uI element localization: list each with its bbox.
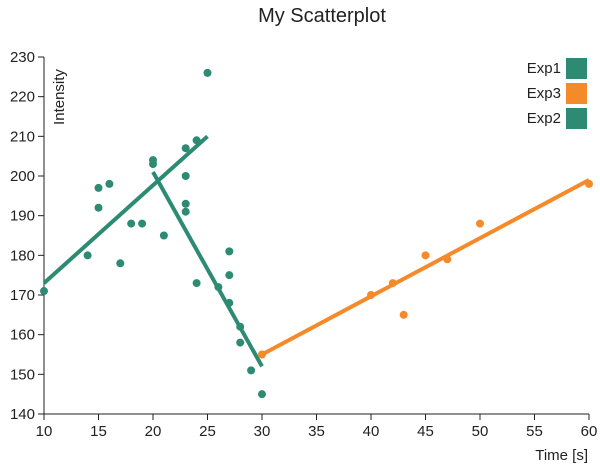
- point-exp2: [247, 366, 256, 375]
- point-exp3: [443, 255, 452, 264]
- legend-swatch-exp3: [566, 83, 587, 104]
- trendline-exp2: [151, 171, 264, 368]
- point-exp2: [225, 247, 234, 256]
- legend-swatch-exp1: [566, 58, 587, 79]
- x-tick-label: 60: [581, 423, 598, 440]
- x-axis-label: Time [s]: [535, 447, 588, 464]
- x-tick-label: 40: [363, 423, 380, 440]
- point-exp1: [138, 219, 147, 228]
- point-exp2: [181, 207, 190, 216]
- point-exp1: [159, 231, 168, 240]
- point-exp1: [94, 183, 103, 192]
- x-tick-label: 50: [472, 423, 489, 440]
- point-exp3: [367, 291, 375, 299]
- point-exp2: [225, 298, 234, 307]
- point-exp2: [258, 390, 266, 399]
- y-axis-label: Intensity: [51, 69, 68, 125]
- point-exp3: [388, 279, 397, 288]
- y-tick-label: 150: [10, 366, 35, 383]
- point-exp1: [181, 144, 190, 153]
- y-tick-label: 190: [10, 208, 35, 225]
- y-tick-label: 210: [10, 128, 35, 145]
- point-exp2: [192, 279, 201, 288]
- x-tick-label: 25: [199, 423, 216, 440]
- axes: 10 15 20 25 30 35 40 45 50 55 60 140 150 160 170 180 190…: [10, 49, 597, 440]
- point-exp2: [214, 283, 223, 292]
- point-exp2: [181, 199, 190, 208]
- point-exp2: [236, 338, 245, 347]
- legend-label-exp2: Exp2: [527, 110, 561, 127]
- point-exp1: [94, 203, 103, 212]
- legend-label-exp1: Exp1: [527, 60, 561, 77]
- x-tick-label: 45: [417, 423, 434, 440]
- data-points: [40, 68, 593, 399]
- point-exp2: [149, 156, 157, 165]
- point-exp2: [181, 172, 190, 180]
- x-tick-label: 15: [90, 423, 107, 440]
- y-tick-label: 140: [10, 406, 35, 423]
- y-tick-label: 180: [10, 247, 35, 264]
- x-tick-label: 55: [526, 423, 543, 440]
- trendlines: [42, 134, 590, 368]
- point-exp1: [83, 251, 92, 260]
- x-tick-label: 35: [308, 423, 325, 440]
- legend-swatch-exp2: [566, 108, 587, 129]
- point-exp2: [225, 271, 234, 280]
- chart-title: My Scatterplot: [258, 5, 386, 27]
- legend: Exp1 Exp3 Exp2: [527, 58, 587, 129]
- y-tick-label: 170: [10, 287, 35, 304]
- legend-label-exp3: Exp3: [527, 85, 561, 102]
- y-tick-label: 200: [10, 168, 35, 185]
- x-tick-label: 10: [36, 423, 53, 440]
- point-exp1: [40, 287, 48, 296]
- y-tick-label: 220: [10, 89, 35, 106]
- y-tick-label: 230: [10, 49, 35, 66]
- point-exp3: [399, 310, 408, 319]
- trendline-exp1: [42, 134, 209, 285]
- point-exp1: [203, 68, 212, 77]
- point-exp1: [127, 219, 136, 228]
- trendline-exp3: [261, 178, 590, 357]
- point-exp3: [476, 219, 484, 228]
- x-tick-label: 30: [254, 423, 271, 440]
- point-exp3: [258, 350, 266, 359]
- point-exp1: [116, 259, 125, 268]
- point-exp3: [421, 251, 430, 260]
- y-tick-label: 160: [10, 327, 35, 344]
- point-exp1: [192, 136, 201, 145]
- point-exp2: [236, 322, 245, 331]
- point-exp1: [105, 179, 114, 188]
- x-tick-label: 20: [145, 423, 162, 440]
- point-exp3: [585, 179, 593, 188]
